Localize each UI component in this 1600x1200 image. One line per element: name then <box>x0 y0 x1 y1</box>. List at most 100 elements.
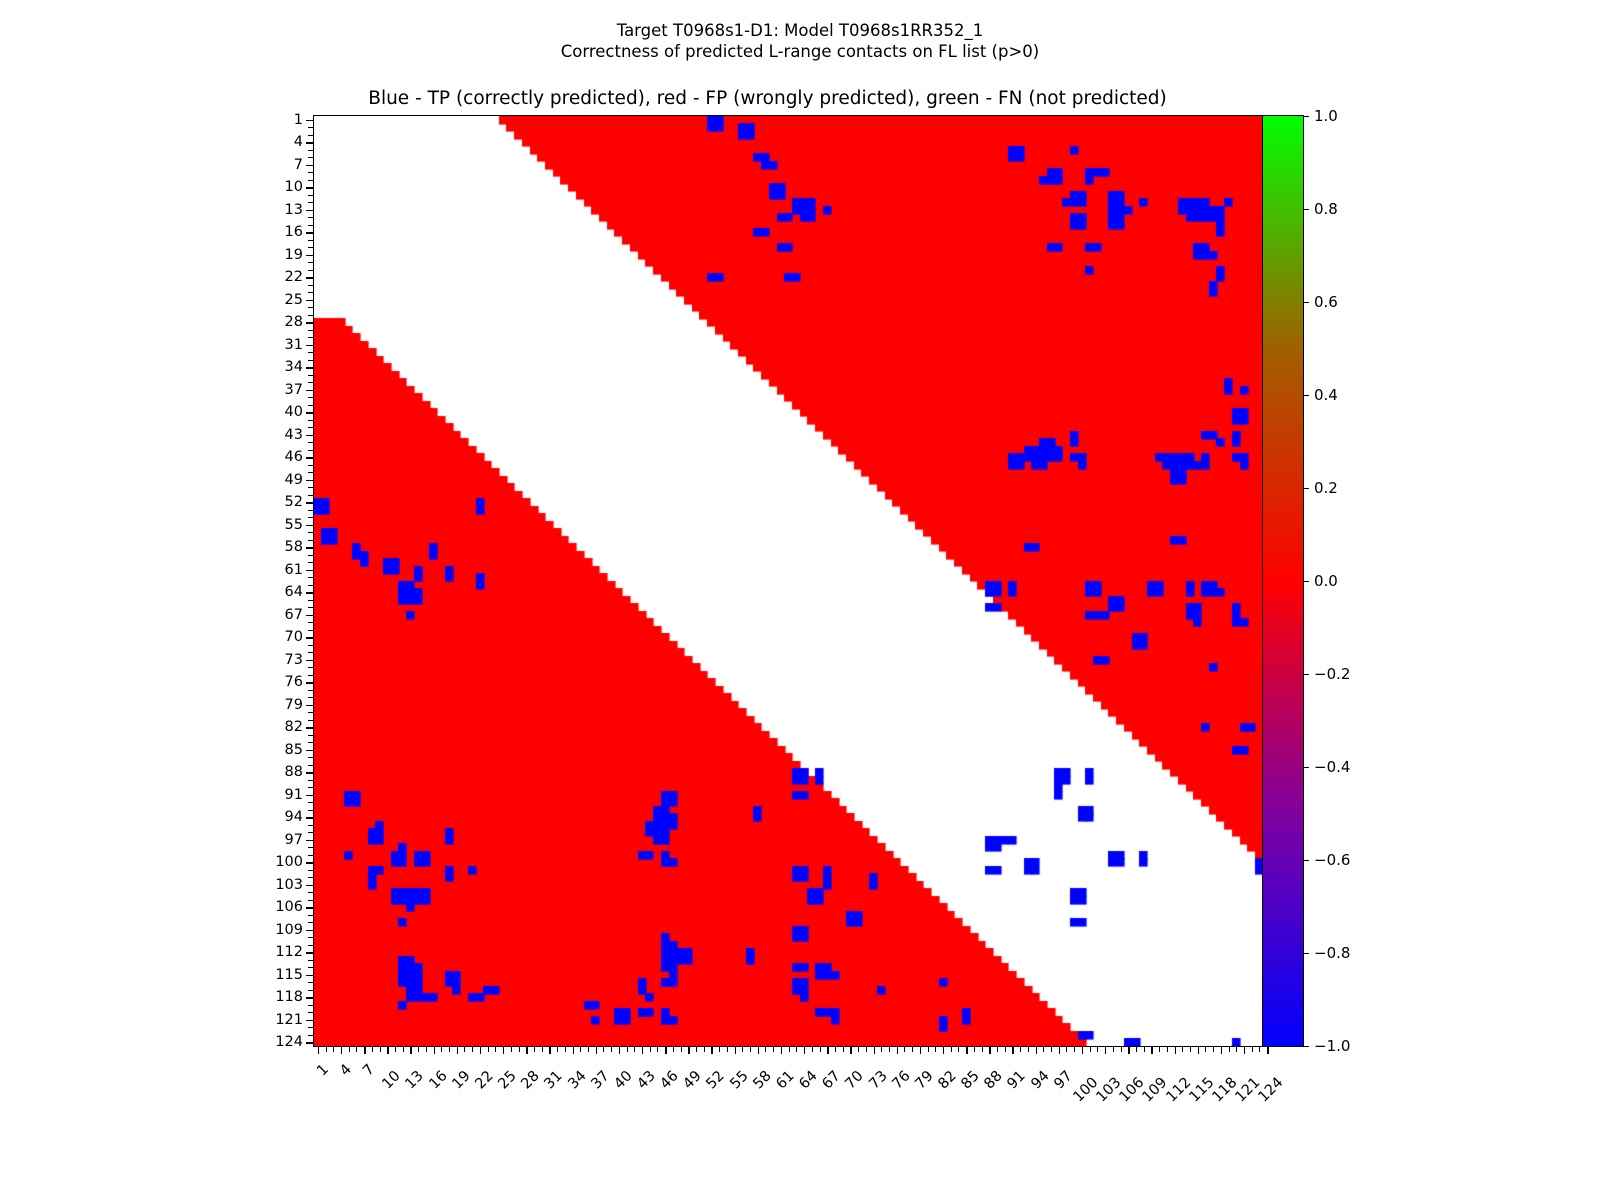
y-tick-label: 124 <box>275 1034 303 1051</box>
x-tick <box>549 1046 551 1054</box>
y-tick <box>308 359 314 361</box>
y-tick <box>308 914 314 916</box>
x-tick <box>626 1046 628 1052</box>
y-tick <box>308 427 314 429</box>
y-tick-label: 61 <box>284 561 303 578</box>
y-tick <box>306 862 314 864</box>
y-tick <box>308 802 314 804</box>
y-tick <box>306 479 314 482</box>
colorbar-tick <box>1303 302 1309 304</box>
y-tick <box>306 614 314 617</box>
x-tick <box>395 1046 397 1052</box>
x-tick <box>796 1046 798 1052</box>
y-tick <box>306 209 314 212</box>
x-tick <box>958 1046 960 1052</box>
y-tick-label: 64 <box>284 584 303 601</box>
colorbar-tick <box>1303 209 1309 211</box>
legend-subtitle: Blue - TP (correctly predicted), red - F… <box>368 88 1167 109</box>
colorbar-tick <box>1303 767 1309 769</box>
x-tick <box>773 1046 775 1052</box>
y-tick-label: 103 <box>275 876 303 893</box>
y-tick-label: 25 <box>284 291 303 308</box>
y-tick <box>306 637 314 639</box>
x-tick <box>688 1046 690 1054</box>
y-tick <box>308 397 314 399</box>
y-tick <box>308 239 314 241</box>
y-tick <box>306 794 314 797</box>
y-tick <box>308 382 314 384</box>
colorbar-tick-label: −0.8 <box>1314 944 1351 962</box>
x-tick-label: 64 <box>796 1068 821 1093</box>
x-tick-label: 34 <box>564 1068 590 1093</box>
colorbar-tick-label: 0.4 <box>1314 386 1338 404</box>
y-tick <box>308 1034 314 1036</box>
y-tick-label: 43 <box>284 426 303 443</box>
y-tick-label: 40 <box>284 404 303 421</box>
x-tick <box>379 1046 381 1052</box>
y-tick <box>308 644 314 646</box>
y-tick <box>308 607 314 609</box>
y-tick <box>308 494 314 496</box>
x-tick <box>757 1046 760 1054</box>
y-tick-label: 82 <box>284 719 303 736</box>
x-tick <box>487 1046 489 1052</box>
y-tick <box>308 1012 314 1014</box>
y-tick <box>308 562 314 564</box>
x-tick <box>1004 1046 1006 1052</box>
x-tick <box>503 1046 505 1054</box>
y-tick <box>306 952 314 954</box>
y-tick <box>308 697 314 699</box>
x-tick-label: 97 <box>1051 1068 1076 1093</box>
x-tick <box>1243 1046 1246 1054</box>
y-tick <box>308 224 314 226</box>
colorbar-tick-label: −1.0 <box>1314 1037 1351 1055</box>
y-tick-label: 7 <box>293 156 303 173</box>
x-tick <box>865 1046 867 1052</box>
y-tick-label: 79 <box>284 696 303 713</box>
y-tick <box>308 877 314 879</box>
x-tick <box>348 1046 350 1052</box>
colorbar-tick <box>1303 1046 1309 1048</box>
x-tick-label: 46 <box>657 1068 682 1093</box>
x-tick <box>750 1046 752 1052</box>
x-tick-label: 85 <box>958 1068 983 1093</box>
y-tick <box>308 989 314 991</box>
y-tick <box>308 509 314 511</box>
x-tick <box>541 1046 543 1052</box>
x-tick <box>425 1046 427 1052</box>
x-tick <box>1097 1046 1099 1052</box>
x-tick-label: 4 <box>337 1061 356 1080</box>
colorbar-tick-label: −0.4 <box>1314 758 1351 776</box>
colorbar-tick-label: 0.8 <box>1314 200 1338 218</box>
y-tick <box>306 704 314 707</box>
x-tick <box>935 1046 937 1052</box>
x-tick <box>317 1046 320 1054</box>
x-tick-label: 40 <box>611 1068 636 1093</box>
x-tick <box>472 1046 474 1052</box>
x-tick <box>587 1046 589 1052</box>
x-tick-label: 73 <box>865 1068 891 1093</box>
y-tick <box>306 187 314 189</box>
colorbar: 1.0 0.8 0.6 0.4 0.2 0.0 −0.2 −0.4 −0.6 −0.8 −1.0 <box>1262 107 1350 1055</box>
y-tick-label: 76 <box>284 674 303 691</box>
y-tick-label: 100 <box>275 854 303 871</box>
y-tick <box>306 682 314 684</box>
y-tick <box>306 502 314 504</box>
y-tick <box>308 217 314 219</box>
y-tick <box>308 757 314 759</box>
x-tick <box>1151 1046 1153 1054</box>
x-tick <box>904 1046 906 1052</box>
x-tick <box>765 1046 767 1052</box>
x-tick <box>1182 1046 1184 1052</box>
y-tick <box>308 554 314 556</box>
y-tick-label: 19 <box>284 246 303 263</box>
x-tick <box>1213 1046 1215 1052</box>
x-tick <box>927 1046 929 1052</box>
y-tick-label: 73 <box>284 651 303 668</box>
x-tick-label: 19 <box>449 1068 474 1093</box>
y-tick-label: 88 <box>284 764 303 781</box>
y-tick-label: 112 <box>275 944 303 961</box>
x-tick-label: 70 <box>842 1068 868 1093</box>
y-tick-label: 28 <box>284 314 303 331</box>
x-tick <box>433 1046 436 1054</box>
